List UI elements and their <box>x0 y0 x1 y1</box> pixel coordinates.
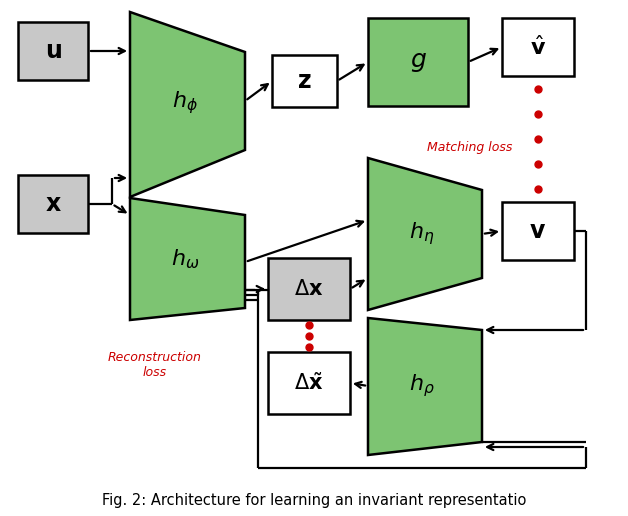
Text: Fig. 2: Architecture for learning an invariant representatio: Fig. 2: Architecture for learning an inv… <box>102 492 526 508</box>
Bar <box>268 352 350 414</box>
Bar <box>272 55 337 107</box>
Bar <box>18 175 88 233</box>
Bar <box>502 202 574 260</box>
Text: $h_\omega$: $h_\omega$ <box>171 247 199 271</box>
Polygon shape <box>130 12 245 197</box>
Polygon shape <box>368 158 482 310</box>
Text: Reconstruction
loss: Reconstruction loss <box>108 351 202 379</box>
Text: Matching loss: Matching loss <box>427 141 512 154</box>
Text: $h_\rho$: $h_\rho$ <box>409 373 435 399</box>
Polygon shape <box>130 198 245 320</box>
Bar <box>268 258 350 320</box>
Text: $h_\phi$: $h_\phi$ <box>172 90 198 117</box>
Bar <box>368 18 468 106</box>
Bar <box>18 22 88 80</box>
Text: $\mathbf{x}$: $\mathbf{x}$ <box>45 192 62 216</box>
Text: $\Delta\tilde{\mathbf{x}}$: $\Delta\tilde{\mathbf{x}}$ <box>295 372 323 394</box>
Text: $\mathbf{v}$: $\mathbf{v}$ <box>529 219 546 243</box>
Text: $\mathbf{u}$: $\mathbf{u}$ <box>45 39 62 63</box>
Polygon shape <box>368 318 482 455</box>
Bar <box>502 18 574 76</box>
Text: $h_\eta$: $h_\eta$ <box>409 221 435 247</box>
Text: $\Delta\mathbf{x}$: $\Delta\mathbf{x}$ <box>295 279 323 299</box>
Text: $\hat{\mathbf{v}}$: $\hat{\mathbf{v}}$ <box>530 35 546 59</box>
Text: $g$: $g$ <box>409 50 426 74</box>
Text: $\mathbf{z}$: $\mathbf{z}$ <box>297 69 311 93</box>
